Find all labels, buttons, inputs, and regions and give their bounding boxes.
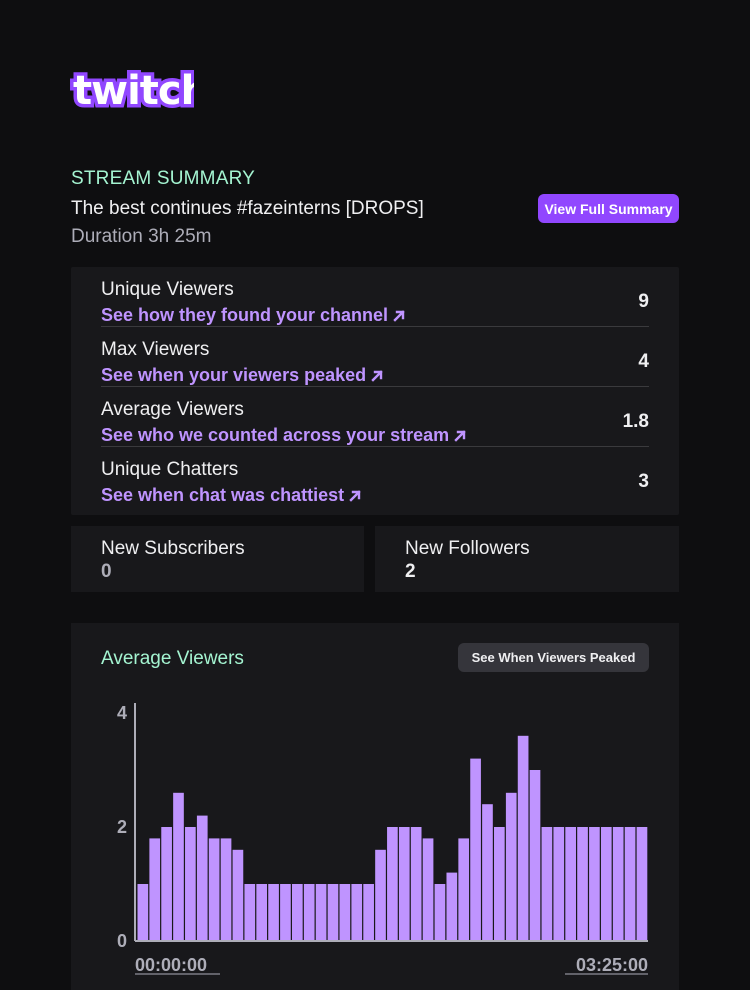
x-start-label: 00:00:00 bbox=[135, 955, 207, 975]
chart-bar bbox=[600, 827, 612, 941]
stream-title: The best continues #fazeinterns [DROPS] bbox=[71, 198, 424, 219]
stat-row-unique-viewers: Unique Viewers See how they found your c… bbox=[101, 267, 649, 327]
chart-bar bbox=[220, 838, 232, 941]
chart-bar bbox=[434, 884, 446, 941]
stat-label: Max Viewers bbox=[101, 339, 210, 360]
chart-bar bbox=[185, 827, 196, 941]
stat-row-average-viewers: Average Viewers See who we counted acros… bbox=[101, 387, 649, 447]
y-tick-label: 4 bbox=[117, 703, 127, 723]
chart-bar bbox=[589, 827, 600, 941]
stat-link-text[interactable]: See when chat was chattiest bbox=[101, 485, 345, 505]
stat-row-max-viewers: Max Viewers See when your viewers peaked… bbox=[101, 327, 649, 387]
chart-bar bbox=[553, 827, 565, 941]
stat-value: 1.8 bbox=[622, 411, 649, 432]
chart-bar bbox=[410, 827, 422, 941]
new-followers-label: New Followers bbox=[405, 538, 530, 559]
see-when-viewers-peaked-button[interactable]: See When Viewers Peaked bbox=[458, 643, 649, 672]
chart-bar bbox=[327, 884, 339, 941]
arrow-up-right-icon bbox=[454, 429, 466, 442]
chart-bar bbox=[577, 827, 588, 941]
average-viewers-chart-card: 0 2 4 00:00:00 03:25:00 Average Viewers See … bbox=[71, 623, 679, 990]
stat-link-chat-chattiest[interactable]: See when chat was chattiest bbox=[101, 485, 362, 506]
chart-bar bbox=[196, 815, 208, 941]
chart-bar bbox=[422, 838, 434, 941]
stat-row-unique-chatters: Unique Chatters See when chat was chatti… bbox=[101, 447, 649, 507]
x-end-label: 03:25:00 bbox=[576, 955, 648, 975]
stat-label: Average Viewers bbox=[101, 399, 244, 420]
stat-link-text[interactable]: See who we counted across your stream bbox=[101, 425, 450, 445]
stat-link-counted-across[interactable]: See who we counted across your stream bbox=[101, 425, 467, 446]
chart-bar bbox=[398, 827, 410, 941]
chart-bar bbox=[303, 884, 315, 941]
chart-bar bbox=[339, 884, 351, 941]
chart-bar bbox=[494, 827, 505, 941]
chart-title: Average Viewers bbox=[101, 648, 244, 669]
chart-bar bbox=[529, 770, 541, 941]
chart-bar bbox=[232, 849, 244, 941]
twitch-logo: twitch bbox=[70, 68, 194, 112]
stat-value: 4 bbox=[638, 351, 649, 372]
stream-summary-kicker: STREAM SUMMARY bbox=[71, 168, 256, 189]
chart-bar bbox=[517, 735, 529, 941]
chart-bar bbox=[291, 884, 303, 941]
chart-bar bbox=[505, 792, 517, 941]
chart-bar bbox=[173, 792, 184, 941]
stream-duration: Duration 3h 25m bbox=[71, 226, 212, 247]
chart-bar bbox=[565, 827, 576, 941]
new-subscribers-card: New Subscribers 0 bbox=[71, 526, 364, 592]
view-full-summary-button[interactable]: View Full Summary bbox=[538, 194, 679, 223]
twitch-logo-text: twitch bbox=[73, 68, 194, 112]
chart-bar bbox=[161, 827, 172, 941]
stat-link-found-channel[interactable]: See how they found your channel bbox=[101, 305, 406, 326]
new-followers-card: New Followers 2 bbox=[375, 526, 679, 592]
chart-bar bbox=[351, 884, 363, 941]
new-followers-value: 2 bbox=[405, 561, 416, 582]
chart-bar bbox=[482, 804, 493, 941]
arrow-up-right-icon bbox=[393, 309, 405, 322]
chart-bar bbox=[446, 872, 458, 941]
arrow-up-right-icon bbox=[371, 369, 383, 382]
average-viewers-chart: 0 2 4 00:00:00 03:25:00 bbox=[117, 703, 648, 975]
stat-label: Unique Chatters bbox=[101, 459, 239, 480]
chart-bar bbox=[268, 884, 279, 941]
chart-bar bbox=[624, 827, 636, 941]
chart-bar bbox=[137, 884, 149, 941]
chart-bar bbox=[208, 838, 220, 941]
stat-value: 3 bbox=[638, 471, 649, 492]
chart-bar bbox=[541, 827, 553, 941]
chart-bar bbox=[636, 827, 648, 941]
chart-bar bbox=[458, 838, 470, 941]
y-tick-label: 0 bbox=[117, 931, 127, 951]
chart-bar bbox=[612, 827, 624, 941]
chart-bar bbox=[363, 884, 374, 941]
new-subscribers-value: 0 bbox=[101, 561, 112, 582]
chart-bar bbox=[470, 758, 481, 941]
stat-label: Unique Viewers bbox=[101, 279, 234, 300]
chart-bar bbox=[315, 884, 327, 941]
chart-bar bbox=[387, 827, 398, 941]
stat-link-viewers-peaked[interactable]: See when your viewers peaked bbox=[101, 365, 384, 386]
new-subscribers-label: New Subscribers bbox=[101, 538, 245, 559]
chart-bar bbox=[149, 838, 161, 941]
chart-bar bbox=[280, 884, 291, 941]
stats-card: Unique Viewers See how they found your c… bbox=[71, 267, 679, 515]
chart-bar bbox=[375, 849, 386, 941]
chart-bar bbox=[256, 884, 268, 941]
stat-value: 9 bbox=[638, 291, 649, 312]
arrow-up-right-icon bbox=[349, 489, 361, 502]
stat-link-text[interactable]: See how they found your channel bbox=[101, 305, 389, 325]
y-tick-label: 2 bbox=[117, 817, 127, 837]
stat-link-text[interactable]: See when your viewers peaked bbox=[101, 365, 367, 385]
chart-bar bbox=[244, 884, 256, 941]
